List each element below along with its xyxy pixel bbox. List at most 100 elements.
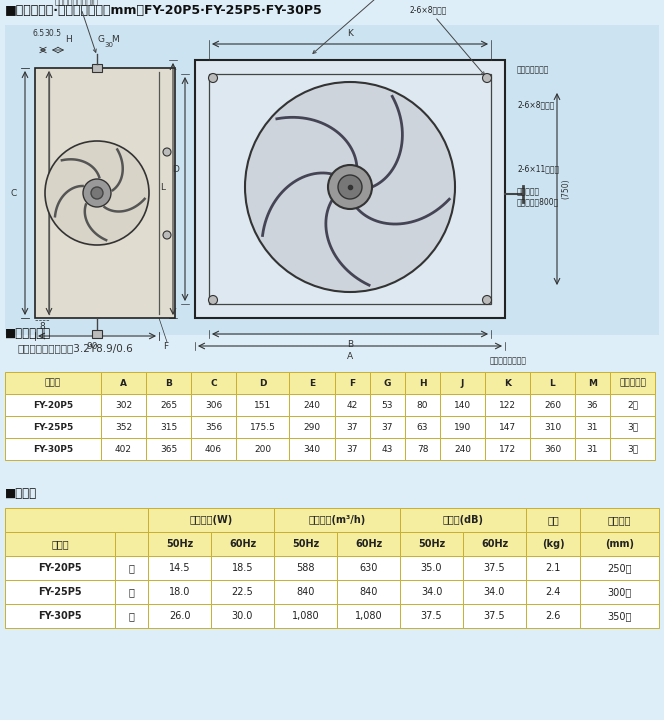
- Circle shape: [483, 295, 491, 305]
- Bar: [274, 508, 400, 532]
- Bar: [485, 416, 530, 438]
- Bar: [530, 416, 575, 438]
- Bar: [400, 532, 463, 556]
- Text: H: H: [64, 35, 71, 44]
- Text: 147: 147: [499, 423, 516, 431]
- Bar: [274, 604, 337, 628]
- Text: 22.5: 22.5: [232, 587, 254, 597]
- Text: M: M: [111, 35, 119, 44]
- Bar: [101, 438, 146, 460]
- Bar: [289, 372, 335, 394]
- Text: 151: 151: [254, 400, 271, 410]
- Text: 175.5: 175.5: [250, 423, 276, 431]
- Text: 265: 265: [160, 400, 177, 410]
- Text: 配線コード入口: 配線コード入口: [517, 66, 549, 74]
- Bar: [526, 556, 580, 580]
- Bar: [575, 438, 610, 460]
- Bar: [485, 394, 530, 416]
- Circle shape: [208, 73, 218, 83]
- Text: 6.5: 6.5: [33, 29, 45, 38]
- Bar: [211, 604, 274, 628]
- Text: B: B: [165, 379, 172, 387]
- Text: 34.0: 34.0: [421, 587, 442, 597]
- Bar: [575, 372, 610, 394]
- Text: 2-6×8取付穴: 2-6×8取付穴: [410, 5, 485, 75]
- Text: 2-取付ボルト
（ボルト間ピッチJ）: 2-取付ボルト （ボルト間ピッチJ）: [55, 0, 99, 53]
- Text: 406: 406: [205, 444, 222, 454]
- Text: A: A: [120, 379, 127, 387]
- Bar: [115, 556, 148, 580]
- Bar: [335, 372, 370, 394]
- Text: 3枚: 3枚: [627, 423, 638, 431]
- Bar: [526, 508, 580, 532]
- Text: FY-25P5: FY-25P5: [33, 423, 73, 431]
- Bar: [440, 438, 485, 460]
- Bar: [5, 580, 115, 604]
- Text: 換気風量(m³/h): 換気風量(m³/h): [308, 515, 366, 525]
- Bar: [463, 580, 526, 604]
- Bar: [440, 416, 485, 438]
- Text: 37: 37: [382, 423, 393, 431]
- Bar: [463, 532, 526, 556]
- Bar: [400, 604, 463, 628]
- Text: 35.0: 35.0: [421, 563, 442, 573]
- Bar: [580, 580, 659, 604]
- Text: 43: 43: [382, 444, 393, 454]
- Bar: [0, 0, 664, 20]
- Text: 306: 306: [205, 400, 222, 410]
- Text: 36: 36: [587, 400, 598, 410]
- Text: J: J: [461, 379, 464, 387]
- Bar: [101, 394, 146, 416]
- Text: L: L: [160, 182, 165, 192]
- Text: (750): (750): [561, 179, 570, 199]
- Text: 2-6×11取付穴: 2-6×11取付穴: [517, 164, 559, 174]
- Bar: [274, 580, 337, 604]
- Text: 31: 31: [587, 444, 598, 454]
- Text: 172: 172: [499, 444, 516, 454]
- Text: 1,080: 1,080: [355, 611, 382, 621]
- Text: 騒　音(dB): 騒 音(dB): [442, 515, 483, 525]
- Bar: [400, 580, 463, 604]
- Text: F: F: [349, 379, 355, 387]
- Text: 140: 140: [454, 400, 471, 410]
- Bar: [289, 416, 335, 438]
- Bar: [289, 438, 335, 460]
- Text: 37.5: 37.5: [483, 611, 505, 621]
- Bar: [115, 580, 148, 604]
- Text: 90: 90: [86, 342, 98, 351]
- Text: 2.1: 2.1: [545, 563, 560, 573]
- Circle shape: [83, 179, 111, 207]
- Bar: [115, 604, 148, 628]
- Bar: [400, 508, 526, 532]
- Text: 30.5: 30.5: [44, 29, 62, 38]
- Text: 質量: 質量: [547, 515, 559, 525]
- Bar: [580, 556, 659, 580]
- Text: FY-20P5: FY-20P5: [39, 563, 82, 573]
- Text: 80: 80: [417, 400, 428, 410]
- Text: 31: 31: [587, 423, 598, 431]
- Text: 26.0: 26.0: [169, 611, 191, 621]
- Circle shape: [163, 231, 171, 239]
- Text: A: A: [347, 352, 353, 361]
- Bar: [485, 438, 530, 460]
- Bar: [5, 604, 115, 628]
- Text: 37.5: 37.5: [483, 563, 505, 573]
- Text: 360: 360: [544, 444, 561, 454]
- Text: 42: 42: [347, 400, 358, 410]
- Text: 引きひもスイッチ: 引きひもスイッチ: [490, 356, 527, 365]
- Circle shape: [483, 73, 491, 83]
- Circle shape: [328, 165, 372, 209]
- Text: 240: 240: [454, 444, 471, 454]
- Text: 50Hz: 50Hz: [418, 539, 445, 549]
- Bar: [146, 416, 191, 438]
- Bar: [101, 372, 146, 394]
- Text: 840: 840: [359, 587, 378, 597]
- Text: 365: 365: [160, 444, 177, 454]
- Text: E: E: [54, 168, 60, 178]
- Text: 200: 200: [254, 444, 271, 454]
- Text: 53: 53: [382, 400, 393, 410]
- Circle shape: [45, 141, 149, 245]
- Bar: [5, 556, 115, 580]
- Bar: [370, 416, 405, 438]
- Bar: [236, 372, 289, 394]
